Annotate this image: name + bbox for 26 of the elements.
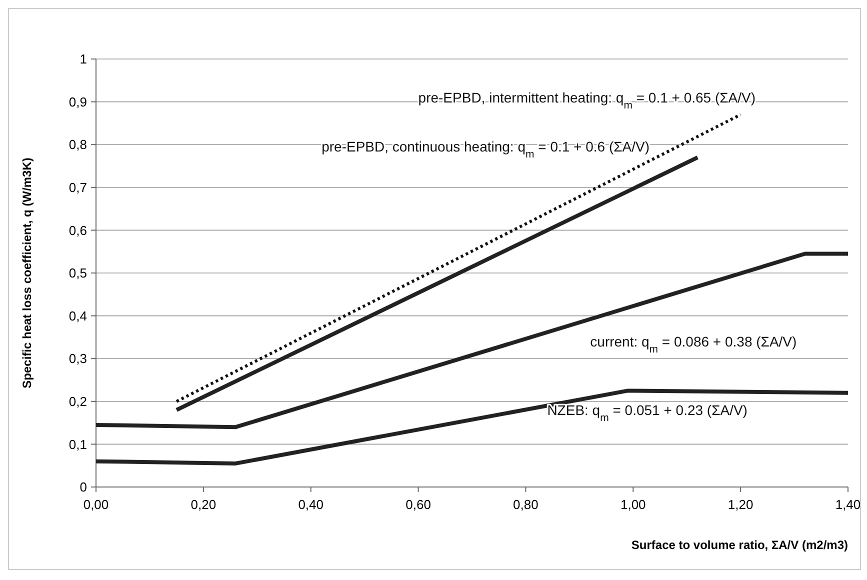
- x-tick-label: 0,60: [406, 497, 431, 512]
- y-tick-label: 0,2: [68, 394, 87, 409]
- y-tick-label: 1: [80, 52, 87, 67]
- x-tick-label: 0,20: [190, 497, 216, 512]
- x-axis-title: Surface to volume ratio, ΣA/V (m2/m3): [631, 538, 848, 552]
- x-tick-label: 1,00: [620, 497, 646, 512]
- annotation: pre-EPBD, continuous heating: q$_{m}$ = 0.1 + 0.6 (ΣA/V): [322, 138, 650, 161]
- x-tick-label: 0,40: [298, 497, 324, 512]
- y-tick-label: 0,8: [68, 137, 87, 152]
- y-tick-label: 0,9: [68, 94, 87, 110]
- y-tick-label: 0,7: [68, 180, 87, 195]
- x-tick-label: 0,80: [513, 497, 538, 512]
- x-tick-label: 1,20: [728, 497, 754, 512]
- x-tick-label: 1,40: [835, 497, 861, 512]
- y-tick-label: 0,4: [68, 308, 87, 324]
- y-tick-label: 0,3: [68, 351, 87, 366]
- line-series: [94, 388, 850, 466]
- y-tick-label: 0,1: [68, 436, 87, 452]
- annotation: NZEB: q$_{m}$ = 0.051 + 0.23 (ΣA/V): [547, 402, 748, 424]
- y-tick-label: 0,5: [68, 266, 87, 281]
- y-tick-label: 0: [80, 480, 87, 495]
- annotation: current: q$_{m}$ = 0.086 + 0.38 (ΣA/V): [590, 333, 797, 356]
- x-tick-label: 0,00: [83, 497, 109, 512]
- y-axis-title: Specific heat loss coefficient, q (W/m3K): [20, 158, 34, 388]
- y-tick-label: 0,6: [68, 222, 87, 238]
- annotation: pre-EPBD, intermittent heating: q$_{m}$ = 0.1 + 0.65 (ΣA/V): [418, 89, 756, 112]
